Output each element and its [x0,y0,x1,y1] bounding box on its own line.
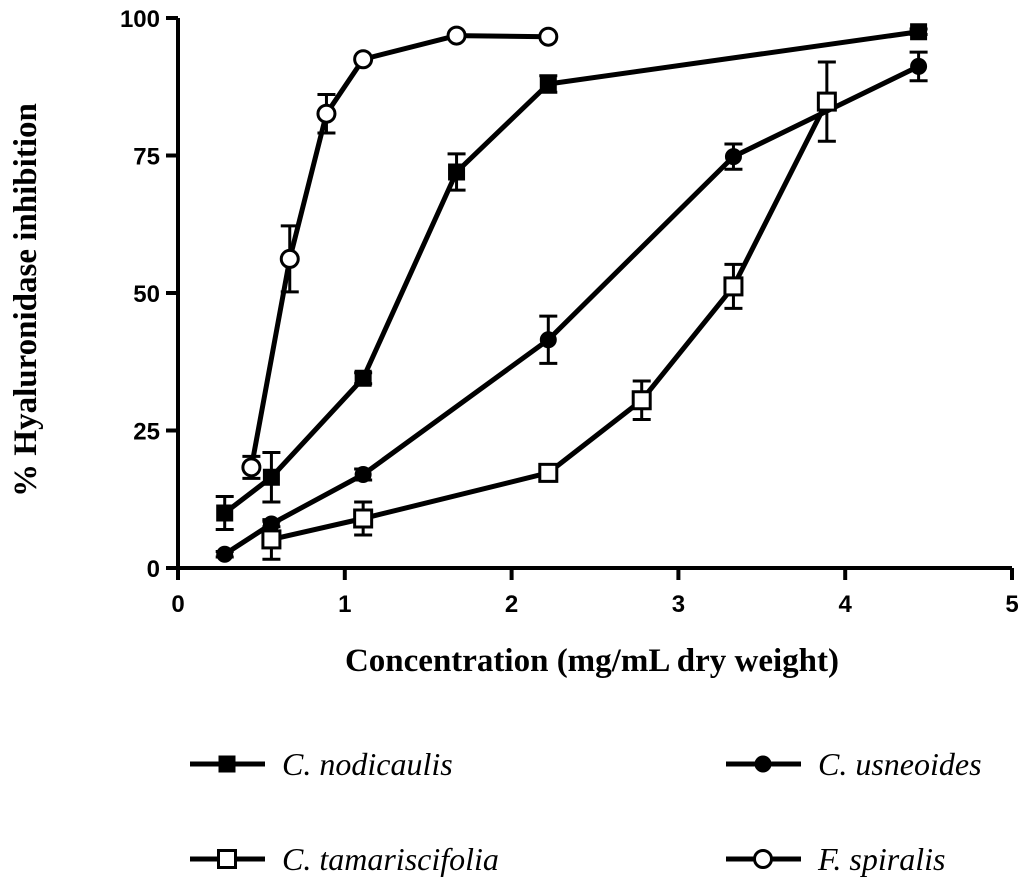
data-point-c-tamariscifolia [261,529,282,550]
x-tick-label: 5 [1005,591,1018,618]
legend-item-c-usneoides: C. usneoides [726,746,982,782]
data-point-f-spiralis [538,26,559,47]
legend: C. nodicaulis C. usneoides C. tamariscifol… [190,746,982,877]
y-tick-label: 75 [133,144,160,171]
legend-marker-c-usneoides [754,755,772,773]
legend-marker-c-nodicaulis [218,755,236,773]
data-point-c-usneoides [539,331,557,349]
series-line-c-usneoides [223,64,920,557]
legend-label-c-usneoides: C. usneoides [818,746,982,782]
series-line-c-tamariscifolia [270,100,830,542]
x-tick-label: 1 [338,591,351,618]
data-point-c-usneoides [724,148,742,166]
legend-item-c-nodicaulis: C. nodicaulis [190,746,453,782]
data-point-c-nodicaulis [539,75,557,93]
data-point-c-tamariscifolia [816,91,837,112]
series-line-f-spiralis [248,33,549,468]
series-line-c-nodicaulis [223,29,919,515]
x-tick-label: 4 [839,591,853,618]
data-point-c-tamariscifolia [631,390,652,411]
x-tick-label: 2 [505,591,518,618]
data-point-c-usneoides [354,466,372,483]
legend-item-f-spiralis: F. spiralis [726,841,945,877]
x-axis-title: Concentration (mg/mL dry weight) [345,643,839,679]
data-point-f-spiralis [446,25,467,46]
legend-label-f-spiralis: F. spiralis [817,841,945,877]
y-axis-title: % Hyaluronidase inhibition [8,103,44,497]
data-point-c-tamariscifolia [723,276,744,297]
data-point-c-nodicaulis [448,163,466,181]
legend-item-c-tamariscifolia: C. tamariscifolia [190,841,499,877]
data-point-c-tamariscifolia [538,462,559,483]
x-tick-label: 0 [171,591,184,618]
legend-label-c-nodicaulis: C. nodicaulis [282,746,453,782]
y-tick-label: 0 [147,556,160,583]
data-point-c-nodicaulis [262,468,280,486]
data-point-f-spiralis [241,457,262,478]
legend-label-c-tamariscifolia: C. tamariscifolia [282,841,499,877]
data-point-c-tamariscifolia [353,508,374,529]
data-point-f-spiralis [316,103,337,124]
data-point-f-spiralis [353,49,374,70]
data-point-c-nodicaulis [354,369,372,387]
y-tick-label: 25 [133,419,160,446]
y-tick-label: 50 [133,281,160,308]
x-tick-label: 3 [672,591,685,618]
markers [216,23,928,563]
data-point-c-usneoides [910,57,928,75]
data-point-c-usneoides [216,545,234,563]
y-tick-label: 100 [120,6,160,33]
legend-marker-f-spiralis [753,849,773,869]
data-point-c-nodicaulis [216,504,234,522]
data-point-c-nodicaulis [910,23,928,41]
legend-marker-c-tamariscifolia [217,849,237,869]
data-point-f-spiralis [279,248,300,269]
